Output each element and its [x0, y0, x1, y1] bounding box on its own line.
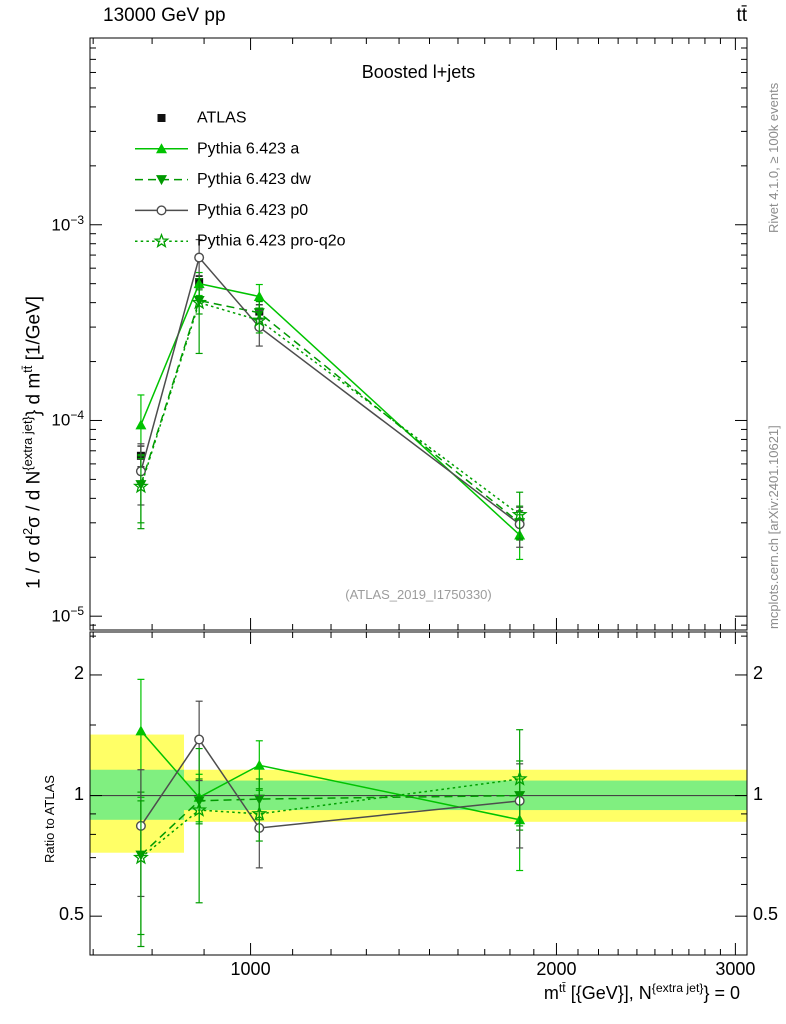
open-star-marker: [132, 478, 149, 494]
ratio-tick-label-left: 2: [73, 662, 84, 683]
open-star-marker: [191, 801, 208, 817]
label-superscript: 2: [20, 527, 35, 536]
legend-label: Pythia 6.423 a: [197, 140, 299, 157]
triangle-up-marker: [156, 143, 167, 154]
y-tick-label: 10−3: [28, 213, 84, 236]
mcplots-arxiv-note: mcplots.cern.ch [arXiv:2401.10621]: [766, 425, 781, 629]
label-superscript: {extra jet}: [651, 981, 704, 995]
tick-mantissa: 10: [51, 411, 71, 431]
analysis-watermark: (ATLAS_2019_I1750330): [345, 587, 492, 602]
legend-label: Pythia 6.423 dw: [197, 171, 311, 188]
open-star-marker: [132, 849, 149, 865]
triangle-down-marker: [156, 175, 167, 186]
legend: ATLAS Pythia 6.423 a Pythia 6.423 dw Pythia…: [135, 110, 346, 250]
open-star-marker: [251, 805, 268, 821]
open-circle-marker: [156, 205, 167, 216]
series-pythia-6-423-a: [135, 271, 526, 561]
main-y-axis-label: 1 / σ d2σ / d N{extra jet}} d mtt̄ [1/Ge…: [20, 296, 45, 589]
triangle-up-marker: [253, 290, 265, 301]
ratio-tick-label-right: 1: [753, 783, 764, 804]
panel-title: Boosted l+jets: [361, 62, 476, 82]
tick-mantissa: 10: [51, 606, 71, 626]
legend-label: Pythia 6.423 pro-q2o: [197, 233, 346, 250]
open-star-marker: [153, 232, 170, 248]
triangle-up-marker: [135, 725, 147, 736]
label-text: } = 0: [703, 983, 740, 1003]
open-circle-marker: [194, 252, 205, 263]
ratio-tick-label-right: 0.5: [753, 904, 779, 925]
label-text: [1/GeV]: [23, 295, 45, 366]
series-pythia-6-423-p0: [135, 238, 525, 548]
uncertainty-bands: [90, 734, 748, 853]
tick-exponent: −3: [70, 212, 84, 227]
label-text: 1 / σ d: [23, 535, 45, 589]
y-tick-label: 10−5: [28, 604, 84, 627]
tick-exponent: −5: [70, 604, 84, 619]
inner-uncertainty-band: [90, 769, 185, 820]
series-pythia-6-423-dw: [135, 289, 526, 541]
label-text: m: [543, 983, 559, 1003]
main-panel-frame: [89, 37, 748, 631]
x-axis-label: mtt̄ [{GeV}], N{extra jet}} = 0: [90, 981, 740, 1004]
open-star-marker: [191, 294, 208, 310]
ratio-tick-label-right: 2: [753, 662, 764, 683]
open-star-marker: [511, 506, 528, 522]
tick-mantissa: 10: [51, 215, 71, 235]
header-process-label: tt̄: [736, 5, 747, 26]
triangle-up-marker: [253, 759, 265, 770]
ratio-series-pythia-6-423-pro-q2o: [132, 729, 528, 936]
label-superscript: tt̄: [20, 365, 35, 373]
x-tick-label: 3000: [715, 959, 756, 979]
label-text: [{GeV}], N: [565, 983, 652, 1003]
ratio-tick-label-left: 0.5: [58, 904, 84, 925]
square-marker: [157, 114, 166, 122]
axis-ticks: [90, 38, 747, 956]
x-tick-label: 1000: [230, 959, 271, 979]
open-star-marker: [251, 311, 268, 328]
x-tick-label: 2000: [536, 959, 577, 979]
ratio-panel-frame: [89, 631, 748, 956]
triangle-up-marker: [135, 419, 147, 430]
series-atlas: [136, 275, 524, 538]
tick-exponent: −4: [70, 408, 84, 423]
rivet-version-note: Rivet 4.1.0, ≥ 100k events: [766, 82, 781, 233]
open-circle-marker: [194, 734, 205, 745]
label-superscript: tt̄: [558, 981, 566, 995]
label-text: σ / d N: [23, 470, 45, 528]
header-beam-energy: 13000 GeV pp: [103, 5, 226, 26]
legend-label: Pythia 6.423 p0: [197, 202, 308, 219]
ratio-tick-label-left: 1: [73, 783, 84, 804]
legend-label: ATLAS: [197, 110, 247, 127]
open-star-marker: [511, 770, 528, 786]
series-pythia-6-423-pro-q2o: [132, 278, 528, 539]
y-tick-label: 10−4: [28, 408, 84, 431]
